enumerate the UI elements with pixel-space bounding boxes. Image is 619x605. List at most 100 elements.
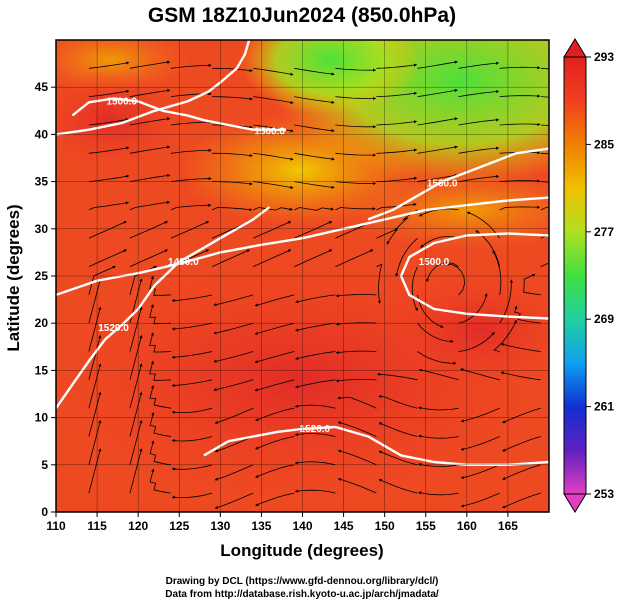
wind-streamline (335, 322, 377, 326)
wind-streamline (458, 293, 488, 324)
plot-area: 1500.01500.01500.01500.01480.01520.01520… (35, 39, 550, 533)
wind-streamline (540, 124, 549, 126)
x-tick-label: 125 (169, 519, 189, 533)
wind-streamline (88, 419, 102, 465)
wind-streamline (335, 96, 377, 101)
wind-streamline (540, 207, 549, 211)
colorbar-bottom-triangle (563, 493, 587, 513)
wind-streamline (502, 492, 541, 509)
wind-streamline (502, 464, 541, 480)
y-tick-label: 5 (41, 458, 48, 472)
wind-streamline (499, 66, 541, 70)
contour-line (56, 40, 251, 136)
wind-streamline (499, 94, 541, 98)
wind-streamline (523, 273, 541, 296)
wind-streamline (294, 221, 333, 239)
wind-streamline (420, 236, 459, 248)
wind-streamline (417, 145, 458, 154)
wind-streamline (88, 334, 102, 380)
wind-streamline (149, 275, 172, 296)
contour-line (367, 147, 549, 221)
y-tick-label: 20 (35, 316, 49, 330)
wind-streamline (376, 202, 417, 211)
wind-streamline (88, 249, 127, 267)
wind-streamline (377, 372, 418, 381)
wind-streamline (129, 419, 143, 465)
contour-label: 1480.0 (168, 257, 199, 268)
wind-streamline (170, 63, 212, 69)
wind-streamline (376, 63, 418, 69)
wind-streamline (129, 363, 143, 409)
wind-streamline (294, 96, 335, 104)
wind-streamline (211, 249, 251, 267)
wind-streamline (540, 96, 549, 98)
wind-streamline (417, 322, 454, 343)
wind-streamline (171, 407, 213, 414)
wind-streamline (149, 468, 172, 494)
colorbar-top-triangle (563, 38, 587, 58)
wind-streamline (214, 492, 254, 509)
wind-streamline (458, 174, 500, 182)
y-tick-label: 35 (35, 175, 49, 189)
colorbar: 253 261 269 277 285 293 (563, 38, 614, 513)
wind-streamline (376, 148, 418, 154)
wind-streamline (170, 177, 212, 182)
wind-streamline (499, 122, 541, 126)
wind-streamline (335, 207, 376, 211)
x-tick-label: 135 (251, 519, 271, 533)
wind-streamline (171, 322, 213, 331)
wind-streamline (376, 91, 418, 97)
y-tick-label: 15 (35, 363, 49, 377)
wind-streamline (129, 265, 157, 296)
y-axis-ticks: 0 5 10 15 20 25 30 35 40 45 (35, 80, 56, 519)
wind-streamline (466, 211, 501, 239)
wind-streamline (294, 489, 336, 494)
x-tick-label: 155 (416, 519, 436, 533)
wind-streamline (376, 263, 383, 304)
wind-streamline (335, 152, 377, 157)
wind-streamline (335, 67, 377, 72)
contour-label: 1500.0 (254, 127, 285, 138)
wind-streamline (295, 351, 336, 360)
x-tick-label: 115 (87, 519, 107, 533)
wind-streamline (149, 412, 172, 437)
wind-streamline (411, 266, 418, 312)
wind-streamline (514, 305, 541, 324)
wind-streamline (149, 304, 172, 325)
colorbar-ticks: 253 261 269 277 285 293 (586, 50, 614, 501)
x-axis-label: Longitude (degrees) (220, 541, 383, 560)
wind-streamline (149, 385, 172, 409)
wind-streamline (418, 491, 459, 496)
wind-streamline (255, 464, 295, 478)
wind-streamline (417, 117, 458, 126)
wind-streamline (499, 205, 541, 211)
wind-streamline (417, 173, 458, 182)
contour-label: 1500.0 (106, 96, 137, 107)
wind-streamline (295, 379, 336, 389)
y-tick-label: 40 (35, 127, 49, 141)
credit-line-2: Data from http://database.rish.kyoto-u.a… (165, 589, 439, 600)
wind-streamline (214, 407, 254, 424)
y-tick-label: 30 (35, 222, 49, 236)
x-tick-label: 110 (46, 519, 66, 533)
wind-streamline (88, 448, 102, 494)
wind-streamline (378, 450, 418, 466)
wind-streamline (129, 145, 171, 154)
contour-label: 1520.0 (300, 424, 331, 435)
wind-streamline (255, 492, 295, 507)
wind-streamline (417, 351, 457, 365)
wind-streamline (335, 378, 377, 383)
wind-streamline (294, 67, 335, 76)
wind-streamline (171, 294, 213, 303)
x-tick-label: 120 (128, 519, 148, 533)
contour-label: 1500.0 (427, 178, 458, 189)
wind-streamline (211, 207, 253, 212)
wind-streamline (502, 436, 541, 452)
wind-streamline (149, 360, 172, 381)
wind-streamline (418, 463, 459, 467)
chart-title: GSM 18Z10Jun2024 (850.0hPa) (148, 4, 456, 27)
wind-streamline (540, 262, 549, 267)
wind-streamline (253, 221, 292, 239)
y-tick-label: 10 (35, 411, 49, 425)
